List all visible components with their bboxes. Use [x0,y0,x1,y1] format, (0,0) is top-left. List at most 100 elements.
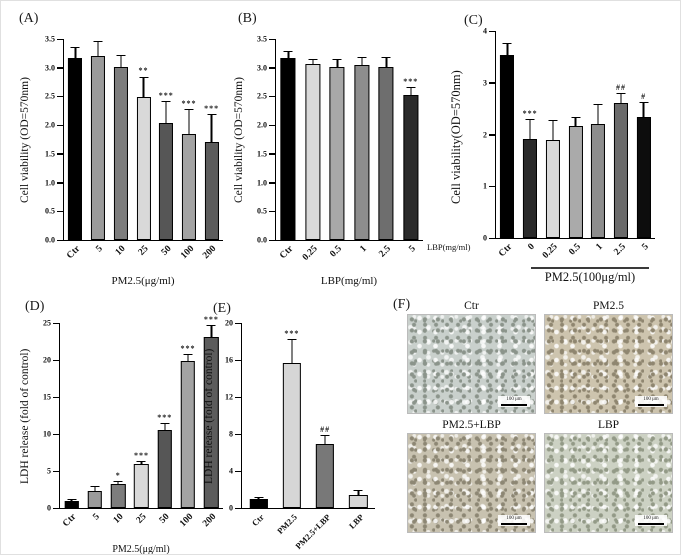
chart-ldh-release-groups: LDH release (fold of control) 0 4 8 12 16 20 C… [203,293,381,554]
bar-1 [354,65,370,240]
y-tick-label: 1 [483,181,487,191]
error-bar [116,55,126,67]
x-category-label: 25 [134,512,149,526]
bar-group-25: ** 25 [132,39,155,258]
y-tick-label: 1.5 [257,149,267,159]
y-tick-label: 0 [47,503,51,513]
bar-group-25: *** 25 [130,323,153,526]
y-tick-mark [489,134,496,136]
chart-cell-viability-pm25: Cell viability (OD=570nm) 0.0 0.5 1.0 1.5 2.… [9,7,227,289]
y-tick-label: 15 [43,392,51,402]
y-tick-mark [57,153,64,155]
y-tick-mark [53,507,60,509]
micrograph-image: 100 μm [407,433,536,533]
significance-marker: * [115,471,121,481]
x-category-label: 25 [136,244,151,258]
error-bar [160,423,170,431]
y-tick-mark [235,433,242,435]
y-tick-mark [269,210,276,213]
x-axis-row-label: LBP(mg/ml) [427,242,471,252]
scale-bar: 100 μm [635,514,667,526]
y-tick-label: 3.5 [257,34,267,44]
bar-100 [180,361,196,508]
y-tick-mark [57,67,64,69]
x-category-label: 2.5 [612,242,629,258]
bar-group-5: *** 5 [399,39,424,254]
micrograph-Ctr: Ctr 100 μm [407,299,536,414]
bar-group-PM2.5+LBP: ## PM2.5+LBP [293,323,342,551]
bar-25 [134,464,149,508]
y-tick-mark [53,470,60,472]
error-bar [136,461,146,465]
bar-25 [136,97,151,240]
bar-100 [181,134,196,240]
error-bar [183,353,193,362]
x-axis-title: PM2.5(μg/ml) [112,544,170,555]
y-tick-label: 16 [225,355,233,365]
panel-F: (F) Ctr 100 μm PM2.5 100 μm PM2.5+LBP 100 μm L… [393,295,677,551]
significance-marker: *** [133,451,149,461]
panel-D: (D) LDH release (fold of control) 0 5 10 15… [15,293,229,555]
x-category-label: PM2.5 [275,512,299,536]
y-tick-mark [57,38,64,40]
error-bar [639,101,649,117]
plot-area: 0 1 2 3 4 Ctr *** 0 0.25 0.5 1 ## 2.5 #5 [483,27,655,261]
bar-group-2.5: 2.5 [374,39,399,259]
plot-area: 0 4 8 12 16 20 Ctr *** PM2.5 ## PM2.5+LBP LBP [225,319,375,551]
panel-label-e: (E) [213,301,231,316]
y-tick-label: 3.0 [257,63,267,73]
y-tick-mark [57,182,64,184]
y-tick-mark [57,239,64,241]
y-tick-mark [269,67,276,69]
significance-marker: *** [158,91,174,101]
scale-bar-label: 100 μm [506,515,522,521]
micrograph-PM2.5: PM2.5 100 μm [544,299,673,414]
x-category-label: 50 [159,244,174,258]
y-tick-label: 10 [43,429,51,439]
panel-label-f: (F) [393,297,411,312]
bar-group-Ctr: Ctr [64,39,87,261]
error-bar [207,113,217,143]
significance-marker: ## [320,424,331,434]
bar-group-0: *** 0 [519,31,542,253]
y-tick-label: 12 [225,392,233,402]
bar-0.5 [329,67,345,240]
y-tick-mark [235,322,242,324]
x-category-label: 1 [358,244,369,255]
bar-0.25 [545,139,560,238]
y-tick-mark [489,185,496,188]
y-tick-label: 0.5 [45,206,55,216]
x-category-label: LBP [346,512,366,531]
x-category-label: Ctr [249,512,266,529]
y-tick-label: 2.5 [257,91,267,101]
x-category-label: Ctr [61,512,79,530]
x-category-label: 200 [201,244,219,262]
error-bar [332,59,342,68]
y-tick-label: 0.0 [257,235,267,245]
y-tick-mark [269,239,276,241]
micrograph-image: 100 μm [544,433,673,533]
significance-marker: *** [284,328,300,338]
bar-5 [91,55,106,240]
bar-Ctr [500,55,515,238]
micrograph-grid: Ctr 100 μm PM2.5 100 μm PM2.5+LBP 100 μm LBP 10… [407,299,673,533]
x-category-label: PM2.5+LBP [293,512,333,552]
x-category-label: 100 [177,512,196,530]
y-tick-label: 0.0 [45,235,55,245]
error-bar [93,41,103,56]
error-bar [206,324,216,338]
y-tick-mark [235,359,242,361]
bar-group-0.25: 0.25 [301,39,326,263]
y-tick-label: 20 [43,355,51,365]
chart-cell-viability-lbp: Cell viability (OD=570nm) 0.0 0.5 1.0 1.5 2.… [229,7,427,289]
micrograph-label: PM2.5 [593,300,624,312]
y-tick-label: 4 [483,26,487,36]
significance-marker: *** [403,77,419,87]
x-axis-title: LBP(mg/ml) [320,275,378,287]
significance-marker: *** [157,413,173,423]
y-tick-mark [489,30,496,32]
y-axis-title: Cell viability (OD=570nm) [19,77,31,203]
scale-bar-line [501,522,527,525]
bar-PM2.5+LBP [315,444,335,508]
bar-group-1: 1 [587,31,610,252]
